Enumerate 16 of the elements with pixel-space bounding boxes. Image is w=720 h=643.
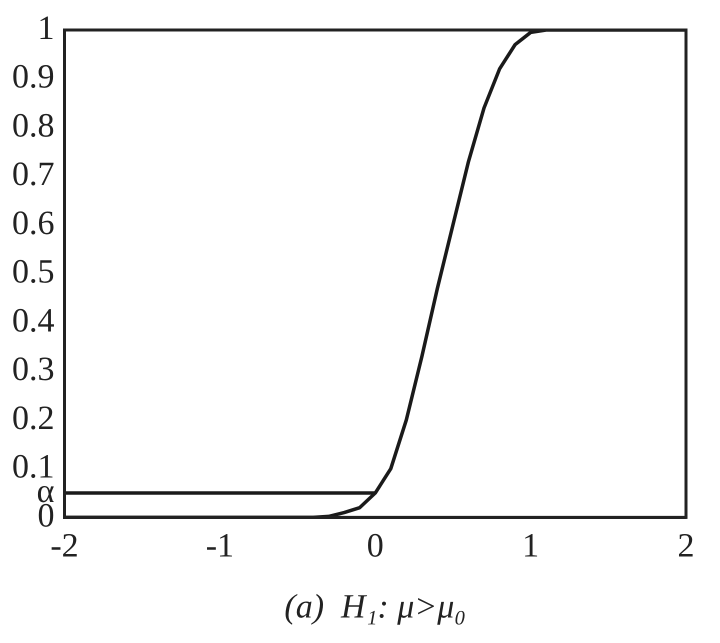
y-tick-label: 0.1 bbox=[12, 448, 54, 486]
y-tick-label: 0.8 bbox=[12, 107, 54, 144]
x-tick-label: 1 bbox=[522, 528, 540, 565]
x-tick-label: 0 bbox=[366, 528, 384, 565]
x-tick-label: -2 bbox=[50, 528, 79, 565]
y-tick-label: 0.6 bbox=[12, 204, 54, 242]
y-tick-label: 0.4 bbox=[12, 302, 54, 340]
y-tick-label: 0.5 bbox=[12, 254, 54, 291]
y-tick-label: 0.3 bbox=[12, 351, 54, 388]
y-tick-label: 0.2 bbox=[12, 400, 54, 437]
y-tick-label: 1 bbox=[38, 10, 54, 47]
y-tick-label: 0.9 bbox=[12, 58, 54, 96]
x-tick-label: -1 bbox=[206, 528, 234, 565]
x-axis-title: (a) H₁: μ>μ₀ bbox=[284, 588, 466, 626]
y-tick-label: 0.7 bbox=[12, 156, 54, 194]
x-tick-label: 2 bbox=[678, 528, 694, 565]
